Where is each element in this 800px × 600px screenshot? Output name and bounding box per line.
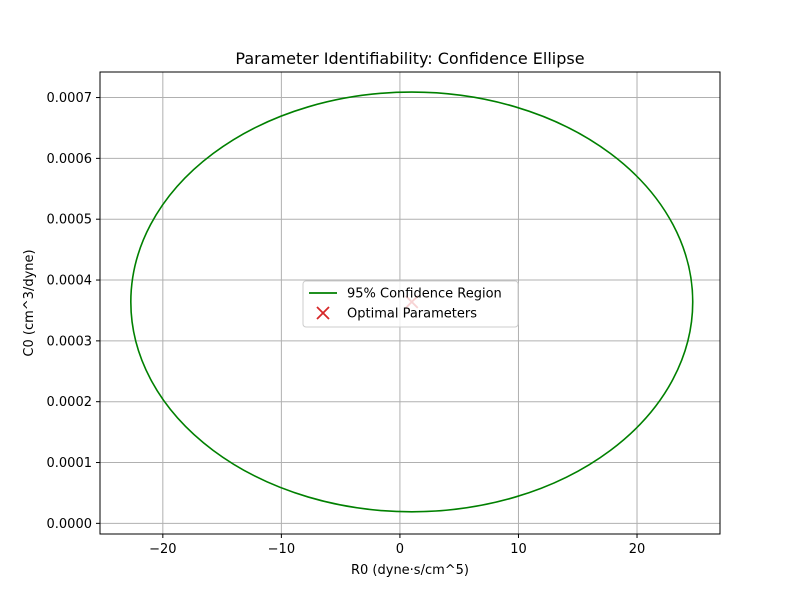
x-tick-label: −20 — [149, 542, 176, 557]
legend-item: 95% Confidence Region — [309, 287, 502, 302]
y-tick-label: 0.0000 — [47, 517, 93, 532]
y-tick-label: 0.0002 — [47, 395, 93, 410]
legend: 95% Confidence Region Optimal Parameters — [302, 280, 519, 328]
legend-box — [302, 280, 519, 328]
x-tick-label: 20 — [629, 542, 646, 557]
y-tick-label: 0.0004 — [47, 274, 93, 289]
y-tick-label: 0.0001 — [47, 456, 93, 471]
plot-frame — [99, 71, 721, 535]
legend-label: 95% Confidence Region — [347, 287, 502, 302]
confidence-ellipse — [130, 91, 694, 513]
chart-title: Parameter Identifiability: Confidence El… — [235, 49, 584, 68]
legend-item: Optimal Parameters — [316, 306, 477, 322]
x-tick-label: 0 — [396, 542, 404, 557]
y-tick-label: 0.0003 — [47, 334, 93, 349]
y-gridlines — [100, 97, 720, 524]
x-tick-label: −10 — [268, 542, 295, 557]
legend-marker-swatch — [316, 306, 330, 320]
x-axis-ticks: −20 −10 0 10 20 — [149, 534, 645, 557]
y-tick-label: 0.0007 — [47, 91, 93, 106]
x-tick-label: 10 — [510, 542, 527, 557]
y-axis-label: C0 (cm^3/dyne) — [22, 249, 37, 356]
y-axis-ticks: 0.0000 0.0001 0.0002 0.0003 0.0004 0.0005 0.00… — [47, 91, 100, 532]
y-tick-label: 0.0006 — [47, 152, 93, 167]
y-tick-label: 0.0005 — [47, 213, 93, 228]
legend-label: Optimal Parameters — [347, 307, 477, 322]
x-axis-label: R0 (dyne·s/cm^5) — [351, 563, 469, 578]
